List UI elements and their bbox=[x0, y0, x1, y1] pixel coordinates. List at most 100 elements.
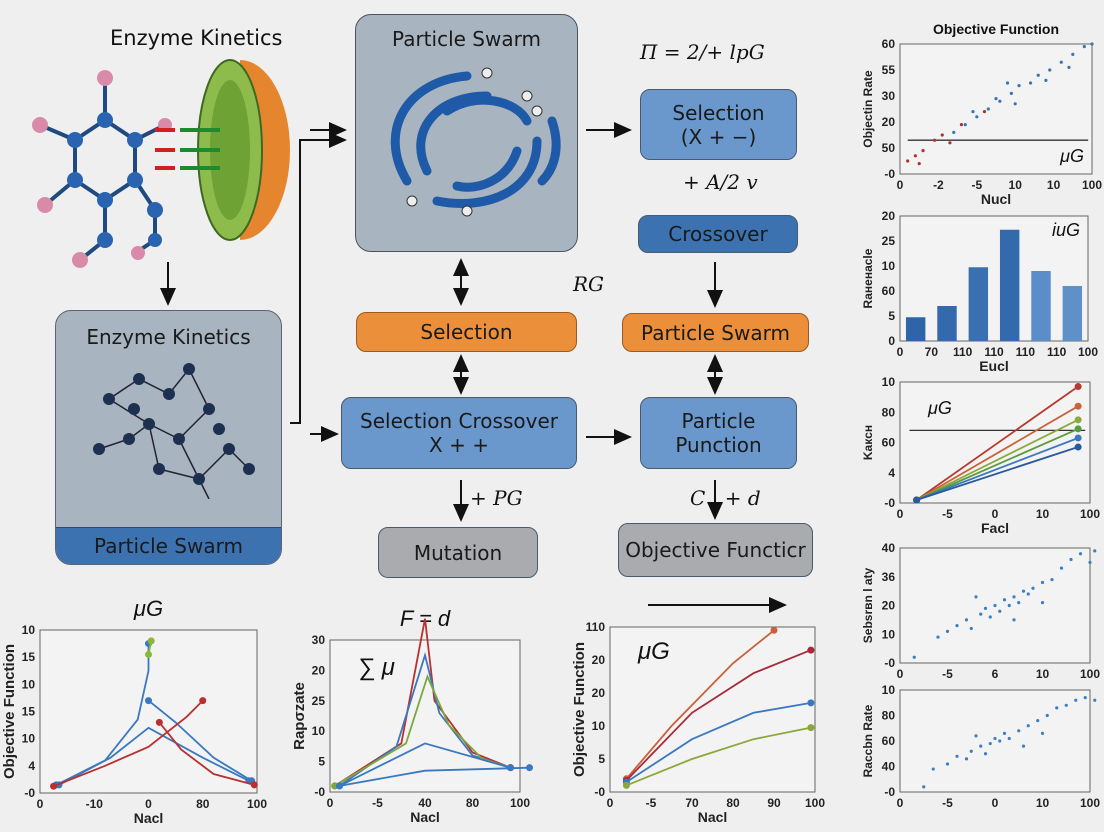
a-over-2-formula: + A/2 v bbox=[683, 170, 758, 194]
series-line bbox=[916, 405, 1079, 501]
y-tick-label: 20 bbox=[312, 663, 326, 677]
plot-area bbox=[609, 626, 816, 793]
x-tick-label: 0 bbox=[37, 797, 44, 811]
chart-r2: 0 70 110 110 110 110 100 0 5 60 10 25 20 Eucl Rаненасl… bbox=[861, 209, 1098, 374]
series-line bbox=[338, 651, 511, 787]
scatter-point bbox=[1071, 52, 1075, 57]
x-tick-label: 10 bbox=[1036, 667, 1050, 681]
scatter-point bbox=[1093, 698, 1097, 702]
scatter-point bbox=[936, 635, 940, 639]
bar bbox=[937, 306, 957, 341]
y-tick-label: 20 bbox=[882, 599, 896, 613]
y-tick-label: 60 bbox=[882, 37, 896, 51]
series-line bbox=[158, 721, 255, 786]
scatter-point bbox=[1036, 73, 1040, 77]
scatter-point bbox=[1031, 586, 1035, 590]
scatter-point bbox=[955, 754, 959, 758]
scatter-point bbox=[1007, 736, 1011, 741]
chart-b1: 0 -10 0 80 100 -0 4 10 15 10 15 10 μG Nacl Objective F… bbox=[1, 596, 267, 826]
y-tick-label: 5 bbox=[318, 755, 325, 769]
y-tick-label: 5 bbox=[598, 752, 605, 766]
scatter-point bbox=[998, 609, 1002, 613]
data-point bbox=[145, 650, 152, 658]
series-line bbox=[916, 428, 1079, 501]
x-tick-label: 6 bbox=[992, 667, 999, 681]
selection-right-box: Selection (X + −) bbox=[640, 89, 797, 160]
data-point bbox=[145, 697, 152, 705]
plot-area bbox=[899, 381, 1091, 504]
x-tick-label: 0 bbox=[897, 667, 904, 681]
scatter-point bbox=[979, 744, 983, 748]
chart-title: μG bbox=[133, 596, 163, 621]
data-point bbox=[1074, 425, 1082, 433]
selection-crossover-box: Selection Crossover X + + bbox=[341, 397, 577, 469]
scatter-point bbox=[1083, 696, 1087, 700]
scatter-point bbox=[974, 734, 978, 738]
x-tick-label: 40 bbox=[418, 796, 432, 810]
data-point bbox=[1074, 383, 1082, 391]
series-line bbox=[147, 699, 253, 782]
x-tick-label: -5 bbox=[646, 796, 657, 810]
scatter-point bbox=[1045, 713, 1049, 718]
scatter-point bbox=[998, 739, 1002, 743]
enzyme-title: Enzyme Kinetics bbox=[110, 26, 283, 50]
scatter-point bbox=[1048, 68, 1052, 72]
scatter-point bbox=[986, 107, 990, 111]
x-tick-label: 0 bbox=[897, 507, 904, 521]
scatter-point bbox=[1040, 731, 1045, 735]
y-tick-label: 20 bbox=[592, 653, 606, 667]
y-tick-label: -0 bbox=[314, 785, 325, 799]
scatter-point bbox=[964, 618, 969, 622]
y-tick-label: 25 bbox=[312, 694, 326, 708]
scatter-point bbox=[1067, 65, 1071, 69]
mutation-box: Mutation bbox=[378, 527, 538, 578]
data-point bbox=[250, 781, 258, 789]
y-axis-label: Sebsrвn l aty bbox=[861, 567, 875, 643]
chart-annotation: iuG bbox=[1052, 220, 1080, 240]
x-tick-label: 80 bbox=[726, 796, 740, 810]
scatter-point bbox=[1040, 601, 1045, 605]
punction-label-2: Punction bbox=[675, 433, 762, 457]
scatter-point bbox=[1026, 592, 1030, 596]
x-tick-label: 100 bbox=[1080, 667, 1100, 681]
scatter-point bbox=[1012, 595, 1016, 599]
y-axis-label: Objective Function bbox=[571, 642, 588, 777]
scatter-point bbox=[1082, 45, 1086, 49]
swarm-arrows-icon bbox=[390, 67, 561, 217]
series-line bbox=[339, 766, 530, 787]
scatter-point bbox=[1090, 42, 1094, 46]
y-axis-label: Rаненасle bbox=[861, 248, 875, 308]
molecule-illustration bbox=[32, 59, 290, 268]
y-tick-label: -0 bbox=[884, 496, 895, 510]
scatter-point bbox=[917, 162, 921, 166]
y-tick-label: 4 bbox=[888, 466, 895, 480]
x-axis-label: Facl bbox=[981, 520, 1009, 536]
particle-swarm-panel: Particle Swarm bbox=[355, 14, 578, 252]
y-tick-label: 10 bbox=[882, 683, 896, 697]
y-tick-label: 30 bbox=[882, 89, 896, 103]
series-line bbox=[625, 649, 812, 782]
data-point bbox=[807, 699, 815, 707]
scatter-point bbox=[922, 785, 926, 789]
scatter-point bbox=[940, 133, 944, 137]
scatter-point bbox=[1012, 618, 1016, 622]
bar bbox=[1031, 271, 1051, 341]
x-tick-label: 10 bbox=[1036, 507, 1050, 521]
y-tick-label: 5 bbox=[888, 309, 895, 323]
bar bbox=[999, 229, 1020, 341]
scatter-point bbox=[982, 110, 987, 114]
bar bbox=[968, 267, 989, 341]
x-tick-label: -5 bbox=[942, 667, 953, 681]
series-line bbox=[916, 418, 1079, 501]
enzyme-panel-title: Enzyme Kinetics bbox=[86, 325, 251, 349]
rg-label: RG bbox=[573, 272, 605, 296]
scatter-point bbox=[988, 615, 992, 619]
x-tick-label: 70 bbox=[685, 796, 699, 810]
y-tick-label: 10 bbox=[22, 623, 36, 637]
x-tick-label: -10 bbox=[86, 797, 104, 811]
y-tick-label: -0 bbox=[24, 786, 35, 800]
data-point bbox=[50, 782, 58, 790]
scatter-point bbox=[1028, 81, 1033, 85]
scatter-point bbox=[1013, 102, 1017, 106]
